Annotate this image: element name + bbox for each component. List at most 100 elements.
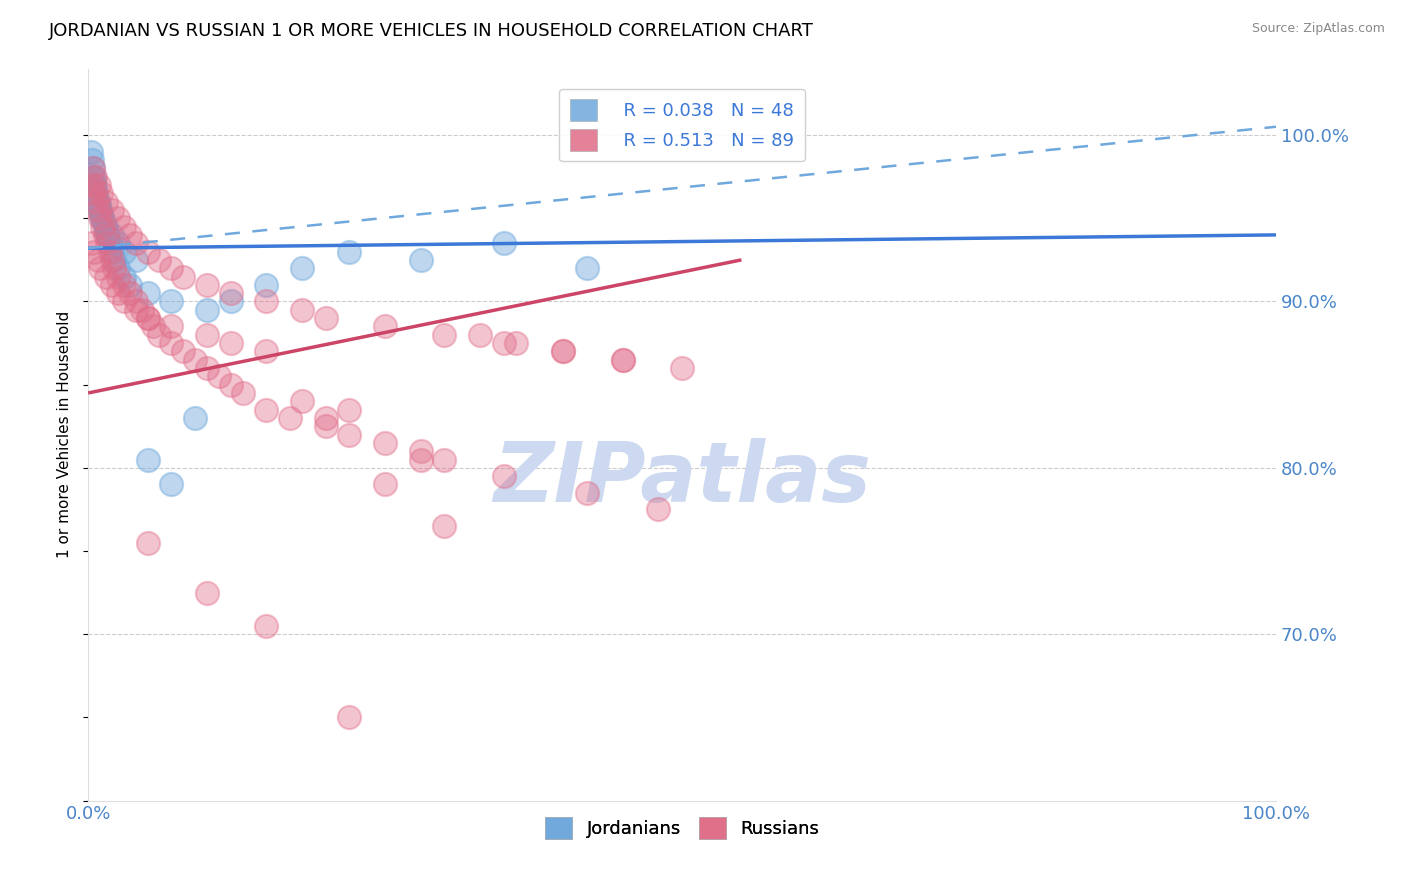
Point [103, 252, 125, 267]
Point [254, 619, 277, 633]
Point [83, 244, 105, 259]
Point [112, 294, 135, 309]
Point [254, 344, 277, 359]
Point [118, 286, 141, 301]
Point [101, 244, 124, 259]
Point [101, 252, 124, 267]
Point [195, 361, 218, 376]
Point [254, 277, 277, 292]
Point [82, 161, 104, 176]
Point [339, 402, 361, 417]
Point [103, 261, 125, 276]
Text: JORDANIAN VS RUSSIAN 1 OR MORE VEHICLES IN HOUSEHOLD CORRELATION CHART: JORDANIAN VS RUSSIAN 1 OR MORE VEHICLES … [49, 22, 814, 40]
Point [291, 302, 314, 317]
Point [94, 227, 117, 242]
Point [433, 519, 456, 533]
Point [131, 302, 153, 317]
Point [409, 452, 432, 467]
Point [374, 319, 396, 334]
Point [195, 302, 218, 317]
Point [468, 327, 491, 342]
Point [86, 202, 108, 217]
Point [96, 236, 118, 251]
Point [254, 402, 277, 417]
Point [160, 477, 183, 491]
Point [124, 252, 146, 267]
Point [86, 252, 108, 267]
Point [433, 452, 456, 467]
Point [112, 277, 135, 292]
Point [172, 344, 194, 359]
Point [94, 269, 117, 284]
Point [553, 344, 575, 359]
Point [80, 169, 103, 184]
Point [433, 327, 456, 342]
Point [112, 219, 135, 234]
Point [208, 369, 231, 384]
Point [107, 211, 129, 226]
Point [86, 194, 108, 209]
Point [87, 178, 110, 192]
Point [160, 294, 183, 309]
Point [671, 361, 693, 376]
Point [98, 244, 121, 259]
Point [409, 252, 432, 267]
Point [91, 211, 114, 226]
Point [339, 710, 361, 724]
Point [84, 169, 107, 184]
Point [148, 252, 170, 267]
Point [254, 294, 277, 309]
Point [84, 178, 107, 192]
Point [90, 186, 112, 201]
Point [492, 236, 515, 251]
Point [107, 286, 129, 301]
Point [82, 178, 104, 192]
Point [339, 427, 361, 442]
Point [86, 186, 108, 201]
Point [576, 261, 599, 276]
Point [94, 219, 117, 234]
Point [86, 194, 108, 209]
Point [160, 319, 183, 334]
Point [94, 194, 117, 209]
Point [219, 377, 242, 392]
Point [148, 327, 170, 342]
Point [553, 344, 575, 359]
Point [219, 294, 242, 309]
Point [142, 319, 165, 334]
Legend: Jordanians, Russians: Jordanians, Russians [537, 810, 827, 847]
Point [124, 302, 146, 317]
Point [219, 286, 242, 301]
Point [87, 198, 110, 212]
Point [112, 269, 135, 284]
Point [101, 202, 124, 217]
Point [98, 236, 121, 251]
Point [160, 336, 183, 351]
Point [339, 244, 361, 259]
Point [89, 211, 111, 226]
Point [409, 444, 432, 458]
Point [118, 277, 141, 292]
Point [86, 191, 108, 205]
Point [84, 186, 107, 201]
Point [124, 294, 146, 309]
Point [80, 178, 103, 192]
Point [195, 585, 218, 599]
Point [219, 336, 242, 351]
Point [89, 261, 111, 276]
Point [612, 352, 634, 367]
Point [291, 394, 314, 409]
Point [83, 169, 105, 184]
Point [136, 311, 159, 326]
Text: ZIPatlas: ZIPatlas [494, 438, 870, 519]
Point [86, 194, 108, 209]
Point [96, 227, 118, 242]
Point [136, 286, 159, 301]
Point [315, 311, 337, 326]
Point [315, 411, 337, 425]
Point [107, 261, 129, 276]
Point [107, 236, 129, 251]
Point [184, 411, 207, 425]
Point [647, 502, 669, 516]
Point [184, 352, 207, 367]
